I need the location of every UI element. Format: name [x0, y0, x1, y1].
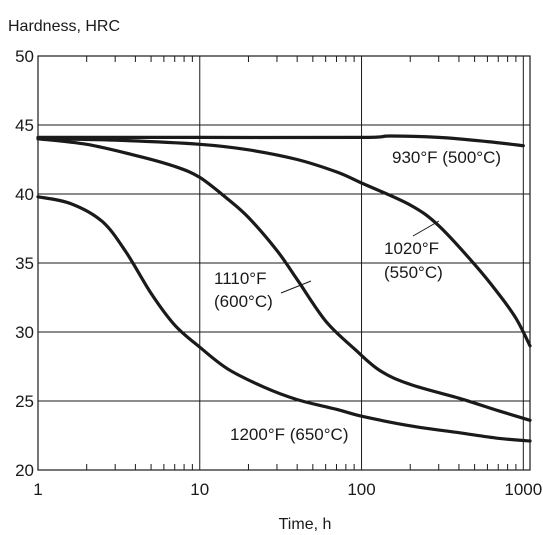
plot-frame — [37, 55, 531, 471]
y-tick-label: 30 — [15, 323, 34, 342]
grid-lines — [38, 56, 530, 470]
curve-label-3: 1110°F — [214, 269, 266, 288]
curve-annotations: 930°F (500°C) 1020°F (550°C) 1110°F (600°C) 1… — [214, 148, 501, 444]
x-tick-label: 100 — [347, 480, 375, 499]
tick-labels: 20 25 30 35 40 45 50 1 10 100 1000 — [15, 47, 542, 499]
curve-label-3: (600°C) — [214, 292, 273, 311]
curve-label-2: 1020°F — [384, 239, 439, 258]
curve-series-2 — [36, 137, 532, 348]
label-leader-lines — [280, 220, 440, 294]
y-axis-label: Hardness, HRC — [8, 18, 120, 35]
curve-label-4: 1200°F (650°C) — [230, 425, 349, 444]
x-axis-label: Time, h — [279, 516, 332, 533]
y-tick-label: 40 — [15, 185, 34, 204]
curve-series-3 — [36, 137, 532, 422]
leader-line — [412, 220, 440, 237]
curve-label-2: (550°C) — [384, 263, 443, 282]
curve-series — [36, 134, 532, 443]
x-tick-label: 1000 — [504, 480, 542, 499]
curve-series-1 — [36, 134, 525, 148]
x-tick-label: 10 — [190, 480, 209, 499]
y-tick-label: 50 — [15, 47, 34, 66]
y-tick-label: 20 — [15, 461, 34, 480]
y-tick-label: 35 — [15, 254, 34, 273]
curve-series-4 — [36, 195, 532, 443]
x-tick-label: 1 — [33, 480, 42, 499]
leader-line — [280, 280, 312, 294]
y-tick-label: 25 — [15, 392, 34, 411]
y-tick-label: 45 — [15, 116, 34, 135]
curve-label-1: 930°F (500°C) — [392, 148, 501, 167]
